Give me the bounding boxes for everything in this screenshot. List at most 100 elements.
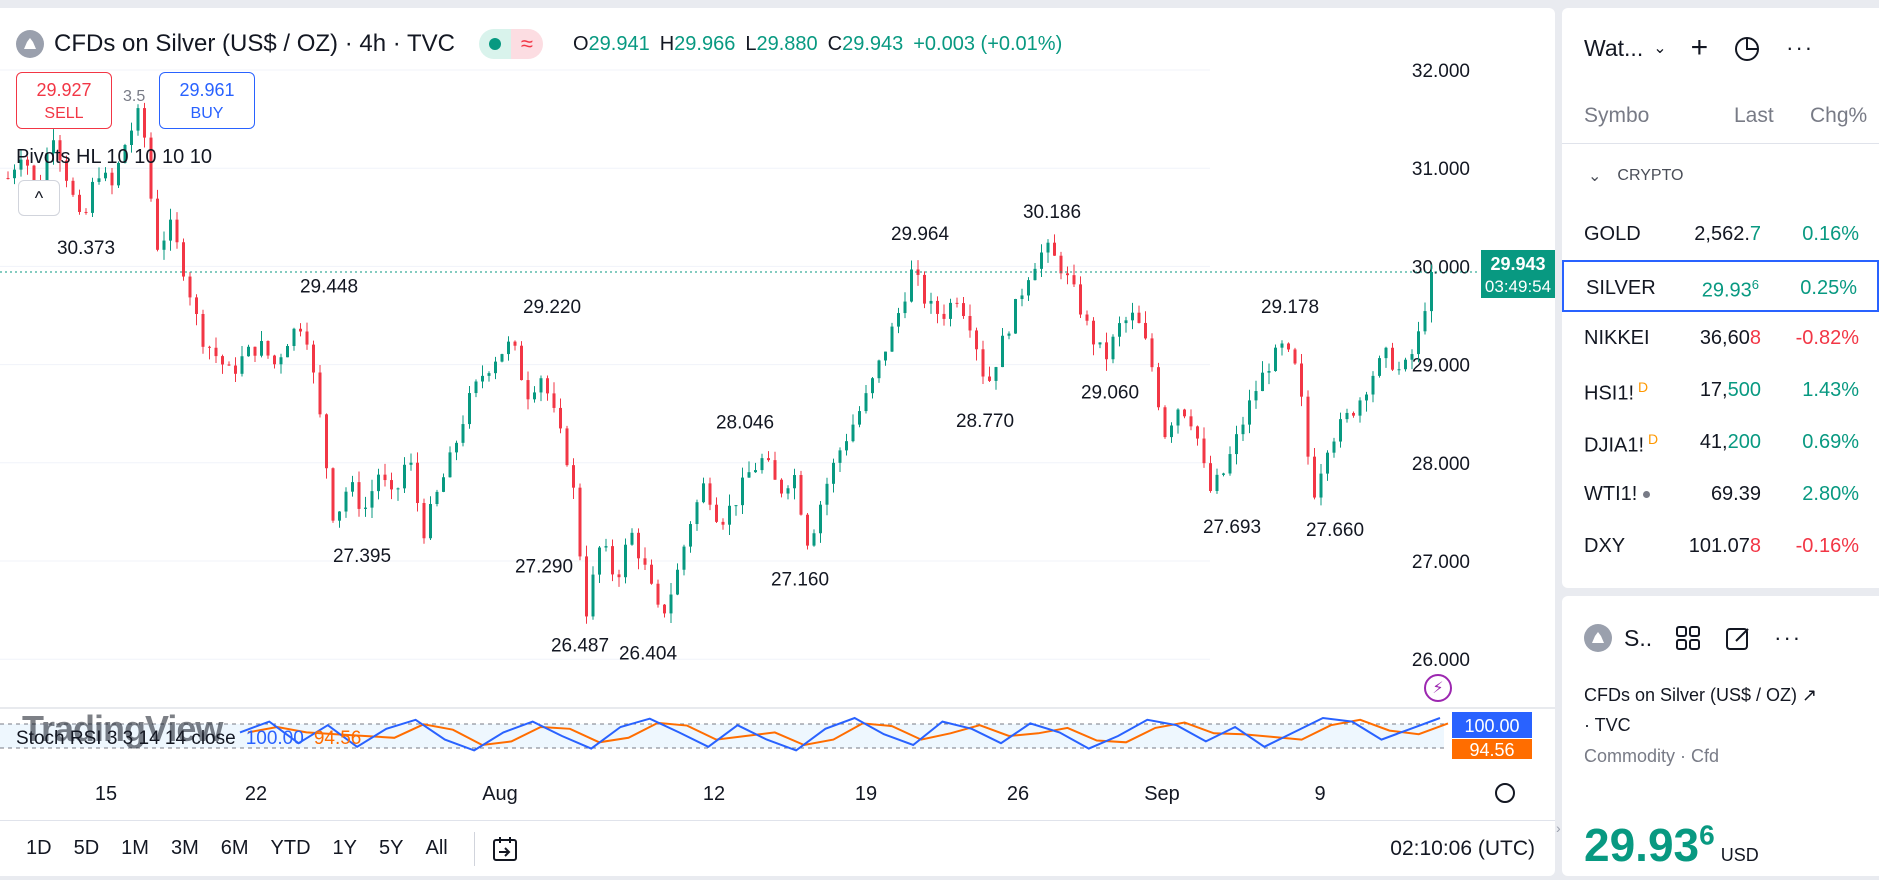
stoch-k-line <box>239 716 1441 752</box>
watchlist-row[interactable]: DXY 101.078 -0.16% <box>1562 520 1879 572</box>
candle-body <box>1293 349 1297 364</box>
buy-button[interactable]: 29.961 BUY <box>159 72 255 129</box>
watchlist-row[interactable]: GOLD 2,562.7 0.16% <box>1562 208 1879 260</box>
x-tick-label: 19 <box>855 783 877 805</box>
candle-body <box>273 355 276 365</box>
candle-body <box>1137 312 1141 323</box>
candle-body <box>591 574 595 617</box>
candle-body <box>84 211 88 213</box>
range-1d[interactable]: 1D <box>26 837 52 859</box>
details-short-name[interactable]: S.. <box>1624 624 1653 651</box>
watchlist-change: 1.43% <box>1802 379 1859 401</box>
price-chart[interactable]: 32.000 31.000 30.000 29.000 28.000 27.000 26.0… <box>0 8 1555 820</box>
candle-body <box>325 414 328 469</box>
details-full-name[interactable]: CFDs on Silver (US$ / OZ) ↗ · TVC <box>1584 685 1818 735</box>
candle-body <box>702 483 705 503</box>
grid-layout-icon[interactable] <box>1674 624 1702 652</box>
symbol-title[interactable]: CFDs on Silver (US$ / OZ) · 4h · TVC <box>54 30 455 57</box>
symbol-details-panel: S.. ··· CFDs on Silver (US$ / OZ) ↗ · TV… <box>1562 596 1879 876</box>
range-6m[interactable]: 6M <box>220 837 249 859</box>
candle-body <box>897 313 900 327</box>
candle-body <box>149 137 153 199</box>
goto-date-icon[interactable] <box>491 835 519 863</box>
watchlist-row[interactable]: DJIA1! D 41,200 0.69% <box>1562 416 1879 468</box>
data-delay-icon[interactable]: ≈ <box>510 29 543 59</box>
candle-body <box>728 505 731 525</box>
collapse-legend-button[interactable]: ^ <box>18 180 60 216</box>
candle-body <box>546 378 549 394</box>
range-5d[interactable]: 5D <box>73 837 100 859</box>
range-all[interactable]: All <box>425 837 448 859</box>
candle-body <box>234 365 237 374</box>
add-symbol-icon[interactable]: + <box>1690 31 1709 64</box>
col-symbol[interactable]: Symbo <box>1584 103 1650 127</box>
pivot-label: 26.487 <box>551 635 609 656</box>
candle-body <box>1007 333 1011 336</box>
range-ytd[interactable]: YTD <box>270 837 311 859</box>
candle-body <box>845 441 848 451</box>
candle-body <box>208 346 211 348</box>
more-options-icon[interactable]: ··· <box>1774 625 1803 650</box>
y-tick-label: 26.000 <box>1412 650 1470 671</box>
candle-body <box>26 159 29 166</box>
lightning-icon[interactable]: ⚡ <box>1424 674 1452 702</box>
candle-body <box>656 583 660 605</box>
candle-body <box>396 488 400 490</box>
candle-body <box>383 474 387 481</box>
chevron-down-icon[interactable]: ⌄ <box>1653 40 1667 57</box>
watchlist-title[interactable]: Wat... <box>1584 34 1644 61</box>
chart-panel[interactable]: 32.000 31.000 30.000 29.000 28.000 27.000 26.0… <box>0 8 1555 876</box>
candle-body <box>884 351 887 361</box>
candle-body <box>123 144 127 163</box>
watchlist-symbol: SILVER <box>1586 277 1656 299</box>
candle-body <box>832 462 835 484</box>
candle-body <box>13 169 16 179</box>
watchlist-section-crypto[interactable]: ⌄ CRYPTO <box>1588 167 1684 185</box>
candle-body <box>448 452 452 478</box>
settings-gear-icon[interactable] <box>1495 783 1515 803</box>
external-link-icon[interactable]: ↗ <box>1802 685 1818 705</box>
candle-body <box>851 424 855 442</box>
y-tick-label: 30.000 <box>1412 257 1470 278</box>
pivot-label: 29.178 <box>1261 297 1319 318</box>
candle-body <box>422 503 426 539</box>
y-tick-label: 31.000 <box>1412 159 1470 180</box>
range-1m[interactable]: 1M <box>121 837 149 859</box>
market-status-pill[interactable]: ≈ <box>478 29 543 59</box>
last-price-value: 29.943 <box>1490 254 1545 274</box>
candle-body <box>890 326 894 352</box>
candle-body <box>364 507 367 509</box>
range-1y[interactable]: 1Y <box>332 837 358 859</box>
candle-body <box>279 357 283 365</box>
watchlist-row[interactable]: WTI1! 69.39 2.80% <box>1562 468 1879 520</box>
edit-icon[interactable] <box>1724 624 1752 652</box>
pivot-label: 28.046 <box>716 412 774 433</box>
utc-clock[interactable]: 02:10:06 (UTC) <box>1390 836 1535 860</box>
candle-body <box>1254 391 1258 401</box>
market-open-icon[interactable] <box>478 29 511 59</box>
range-5y[interactable]: 5Y <box>379 837 404 859</box>
sell-button[interactable]: 29.927 SELL <box>16 72 112 129</box>
candle-body <box>689 524 692 547</box>
range-3m[interactable]: 3M <box>170 837 199 859</box>
candle-body <box>695 502 699 525</box>
candle-body <box>1176 409 1180 426</box>
stoch-rsi-legend[interactable]: Stoch RSI 3 3 14 14 close 100.00 94.56 <box>16 728 362 749</box>
watchlist-row[interactable]: SILVER 29.936 0.25% <box>1562 260 1879 312</box>
watchlist-row[interactable]: NIKKEI 36,608 -0.82% <box>1562 312 1879 364</box>
candle-body <box>1358 400 1362 416</box>
candle-body <box>611 546 614 575</box>
candle-body <box>1417 331 1420 355</box>
pivots-indicator-legend[interactable]: Pivots HL 10 10 10 10 <box>16 146 213 168</box>
candle-body <box>299 328 302 332</box>
col-chg[interactable]: Chg% <box>1810 103 1868 127</box>
col-last[interactable]: Last <box>1734 103 1774 127</box>
watchlist-row[interactable]: HSI1! D 17,500 1.43% <box>1562 364 1879 416</box>
pie-chart-icon[interactable] <box>1732 33 1762 63</box>
candle-body <box>1124 320 1128 324</box>
candle-body <box>6 178 10 180</box>
watchlist-last: 29.936 <box>1701 277 1759 302</box>
candle-body <box>1053 242 1056 256</box>
panel-toggle-icon[interactable]: › <box>1556 820 1561 836</box>
more-options-icon[interactable]: ··· <box>1786 35 1815 60</box>
